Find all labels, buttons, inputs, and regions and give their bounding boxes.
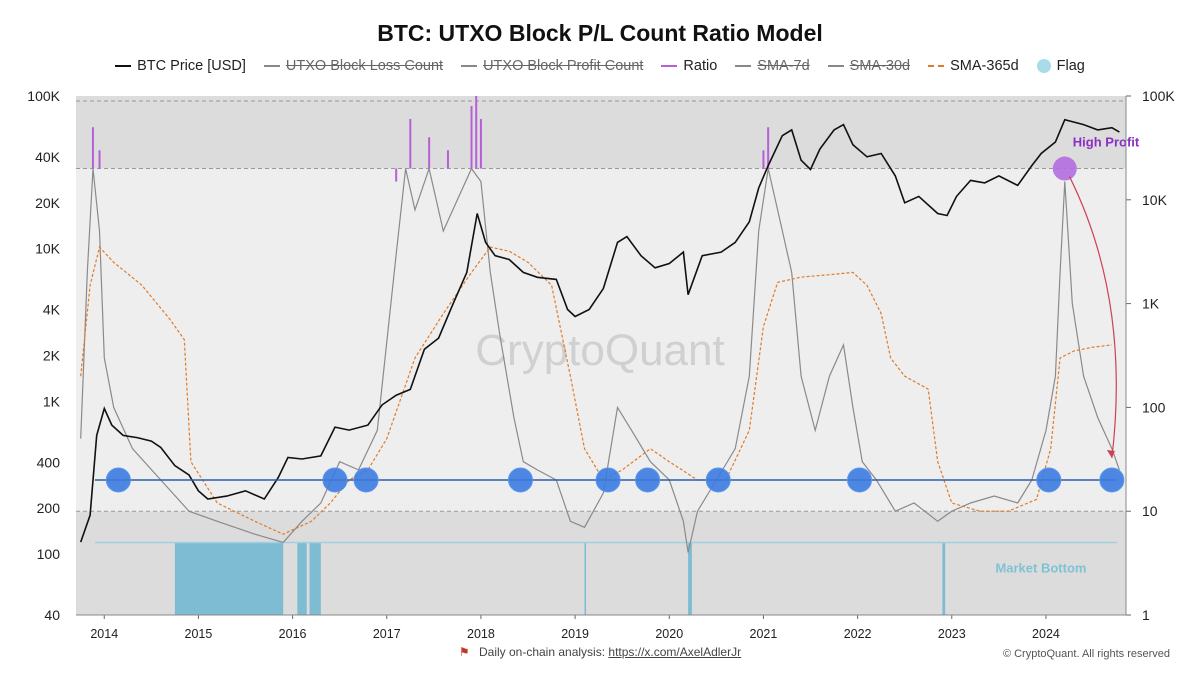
legend-swatch [115,65,132,67]
flag-bar [297,542,307,615]
x-tick-label: 2015 [185,627,213,641]
left-tick-label: 4K [43,302,61,318]
high-profit-label: High Profit [1073,135,1140,150]
left-tick-label: 40K [35,149,61,165]
legend-label: SMA-365d [950,58,1019,74]
legend-item[interactable]: BTC Price [USD] [115,58,246,74]
flag-bar [688,542,692,615]
left-tick-label: 2K [43,348,61,364]
footer-attribution: ⚑ Daily on-chain analysis: https://x.com… [0,645,1200,659]
arrow-head [1106,449,1115,458]
left-tick-label: 10K [35,241,61,257]
high-profit-marker [1052,156,1077,181]
left-tick-label: 100K [27,88,60,104]
x-tick-label: 2023 [938,627,966,641]
legend-item[interactable]: UTXO Block Loss Count [263,58,444,74]
flag-marker [105,467,131,493]
x-tick-label: 2014 [90,627,118,641]
sma7-line [80,166,1120,553]
flag-bar [942,542,946,615]
footer-link[interactable]: https://x.com/AxelAdlerJr [608,645,742,659]
watermark: CryptoQuant [475,326,724,375]
flag-marker [595,467,621,493]
legend-label: SMA-30d [849,58,911,74]
legend-label: Flag [1056,58,1085,74]
legend-swatch [1036,59,1051,73]
x-tick-label: 2018 [467,627,495,641]
flag-bar [174,542,284,615]
legend-item[interactable]: SMA-30d [827,58,911,74]
legend-swatch [827,65,844,67]
market-bottom-label: Market Bottom [995,560,1086,575]
arrow-path [1068,176,1117,459]
legend-label: UTXO Block Profit Count [483,58,644,74]
legend-label: UTXO Block Loss Count [285,58,444,74]
legend-label: SMA-7d [757,58,810,74]
x-tick-label: 2020 [655,627,683,641]
legend-swatch [735,65,752,67]
footer-text: Daily on-chain analysis: [478,645,609,659]
flag-marker [353,467,379,493]
legend-item[interactable]: UTXO Block Profit Count [461,58,643,74]
legend-item[interactable]: Flag [1036,58,1085,74]
right-tick-label: 10 [1142,503,1158,519]
right-tick-label: 1K [1142,296,1160,312]
flag-bar [309,542,321,615]
flag-marker [635,467,661,493]
legend-swatch [661,65,678,67]
copyright-text: © CryptoQuant. All rights reserved [1002,648,1170,660]
x-tick-label: 2021 [750,627,778,641]
legend-swatch [928,65,945,67]
flag-bar [584,542,587,615]
flag-marker [705,467,731,493]
right-tick-label: 100K [1142,88,1175,104]
left-tick-label: 400 [37,454,61,470]
legend-item[interactable]: Ratio [661,58,717,74]
left-tick-label: 200 [37,500,61,516]
left-tick-label: 20K [35,195,61,211]
x-tick-label: 2022 [844,627,872,641]
legend-item[interactable]: SMA-7d [735,58,810,74]
x-tick-label: 2019 [561,627,589,641]
middle-zone [76,168,1126,512]
legend-label: BTC Price [USD] [137,58,246,74]
left-tick-label: 100 [37,546,61,562]
flag-marker [846,467,872,493]
legend-swatch [461,65,478,67]
x-tick-label: 2024 [1032,627,1060,641]
chart-legend: BTC Price [USD] UTXO Block Loss Count UTXO… [0,58,1200,74]
left-tick-label: 1K [43,393,61,409]
upper-zone [76,96,1126,169]
legend-item[interactable]: SMA-365d [928,58,1019,74]
flag-icon: ⚑ [458,645,470,659]
flag-marker [1099,467,1125,493]
right-tick-label: 1 [1142,607,1150,623]
chart-title: BTC: UTXO Block P/L Count Ratio Model [377,20,823,46]
flag-marker [507,467,533,493]
flag-marker [1036,467,1062,493]
flag-marker [322,467,348,493]
right-tick-label: 100 [1142,399,1166,415]
btc-price-line [79,118,1120,543]
legend-label: Ratio [683,58,718,74]
right-tick-label: 10K [1142,192,1168,208]
x-tick-label: 2017 [373,627,401,641]
x-tick-label: 2016 [279,627,307,641]
legend-swatch [263,65,280,67]
left-tick-label: 40 [44,607,60,623]
sma365-line [80,245,1112,535]
